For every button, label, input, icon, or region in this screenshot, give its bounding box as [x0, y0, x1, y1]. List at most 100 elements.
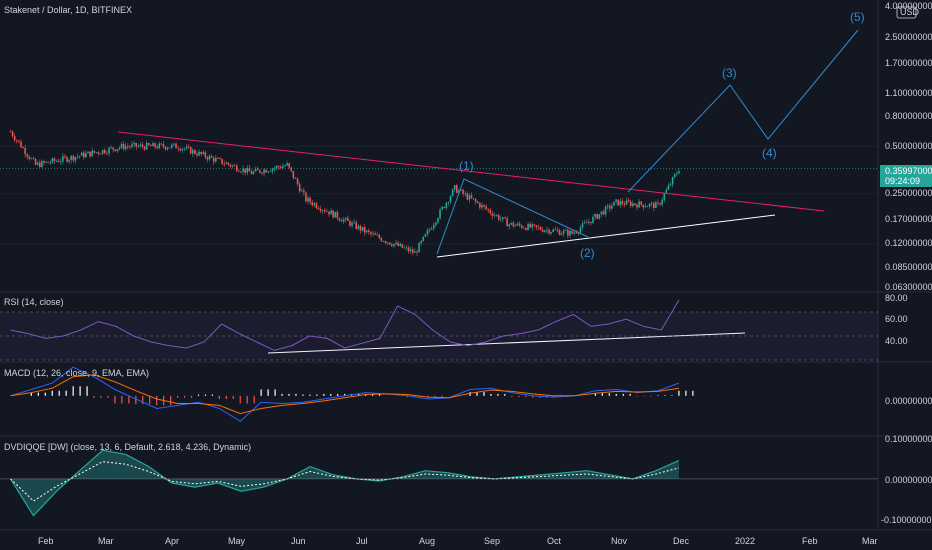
candle-body	[420, 240, 422, 244]
candle-body	[202, 152, 205, 154]
candle-body	[460, 189, 462, 191]
time-label: Aug	[419, 536, 435, 546]
time-axis[interactable]: Feb Mar Apr May Jun Jul Aug Sep Oct Nov …	[38, 536, 878, 546]
candle-body	[315, 203, 318, 208]
candle-body	[665, 189, 668, 194]
candle-body	[533, 224, 536, 226]
candle-body	[20, 141, 22, 148]
dvd-title[interactable]: DVDIQQE [DW] (close, 13, 6, Default, 2.6…	[4, 442, 251, 452]
candle-body	[307, 197, 309, 202]
candle-body	[363, 226, 366, 233]
rsi-title[interactable]: RSI (14, close)	[4, 297, 64, 307]
candle-body	[382, 241, 385, 242]
candle-body	[391, 244, 393, 247]
candle-body	[380, 238, 383, 242]
last-price-badge	[880, 165, 932, 187]
candle-body	[489, 210, 492, 214]
candle-body	[235, 165, 238, 171]
candle-body	[338, 218, 341, 221]
candle-body	[604, 206, 607, 215]
rsi-support-line[interactable]	[267, 332, 746, 354]
candle-body	[28, 156, 31, 159]
candle-body	[657, 202, 659, 204]
descending-resistance-line[interactable]	[117, 131, 825, 212]
candle-body	[259, 170, 261, 173]
candle-body	[85, 153, 87, 158]
candle-body	[212, 157, 215, 162]
candle-body	[393, 244, 395, 247]
candle-body	[32, 158, 35, 160]
symbol-title[interactable]: Stakenet / Dollar, 1D, BITFINEX	[4, 5, 132, 15]
candle-body	[548, 229, 550, 234]
candle-body	[147, 142, 150, 146]
candle-body	[646, 206, 649, 208]
dvdiqqe-line	[9, 449, 680, 517]
candle-body	[74, 156, 77, 161]
candle-body	[409, 249, 412, 252]
candle-body	[284, 165, 286, 167]
candle-body	[78, 155, 81, 157]
ascending-support-line[interactable]	[436, 214, 776, 258]
candle-body	[655, 202, 657, 209]
candle-body	[493, 215, 496, 217]
candle-body	[634, 203, 636, 205]
macd-title[interactable]: MACD (12, 26, close, 9, EMA, EMA)	[4, 368, 149, 378]
candle-body	[9, 131, 12, 133]
candle-body	[233, 165, 236, 167]
price-tick: 2.50000000	[885, 32, 932, 42]
candle-body	[99, 153, 102, 155]
candle-body	[68, 159, 70, 162]
candle-body	[487, 209, 490, 211]
candle-body	[296, 178, 299, 185]
candle-body	[334, 211, 337, 218]
candle-body	[145, 142, 148, 150]
currency-badge[interactable]	[896, 6, 917, 19]
candle-body	[483, 204, 485, 207]
candle-body	[678, 171, 680, 174]
candle-body	[445, 202, 448, 209]
candle-body	[215, 158, 217, 162]
candle-body	[317, 207, 320, 210]
rsi-tick: 40.00	[885, 336, 908, 346]
candle-body	[384, 241, 387, 243]
candle-body	[424, 234, 427, 237]
wave-1-2-lines[interactable]	[436, 178, 589, 255]
candle-body	[265, 169, 267, 173]
time-label: 2022	[735, 536, 755, 546]
candle-body	[254, 168, 257, 172]
drawings	[117, 29, 859, 354]
candle-body	[229, 164, 232, 167]
candle-body	[166, 148, 169, 150]
candle-body	[141, 144, 144, 147]
candle-body	[575, 232, 578, 234]
rsi-pane	[0, 299, 878, 361]
candle-body	[388, 242, 391, 245]
candle-body	[288, 163, 290, 168]
candle-body	[30, 158, 33, 160]
candle-body	[171, 144, 173, 148]
candle-body	[267, 171, 270, 173]
candle-body	[189, 147, 192, 154]
candle-body	[602, 211, 605, 215]
candle-body	[91, 150, 94, 157]
candle-body	[225, 162, 228, 164]
time-label: Mar	[98, 536, 114, 546]
candle-body	[611, 205, 613, 209]
price-axis[interactable]: 4.00000000 USD 2.50000000 1.70000000 1.1…	[880, 1, 932, 292]
candle-body	[428, 229, 431, 231]
dvdiqqe-pane	[0, 449, 878, 517]
time-label: Nov	[611, 536, 628, 546]
candle-body	[579, 227, 582, 233]
elliott-projection-line[interactable]	[627, 29, 859, 193]
candle-body	[376, 234, 378, 236]
dvdiqqe-trigger-line	[10, 461, 680, 502]
candle-body	[76, 156, 79, 158]
candle-body	[636, 204, 638, 208]
candle-body	[361, 226, 364, 231]
dvd-tick: 0.10000000	[885, 434, 932, 444]
candle-body	[368, 230, 370, 232]
candle-body	[357, 225, 360, 229]
candle-body	[110, 147, 112, 149]
